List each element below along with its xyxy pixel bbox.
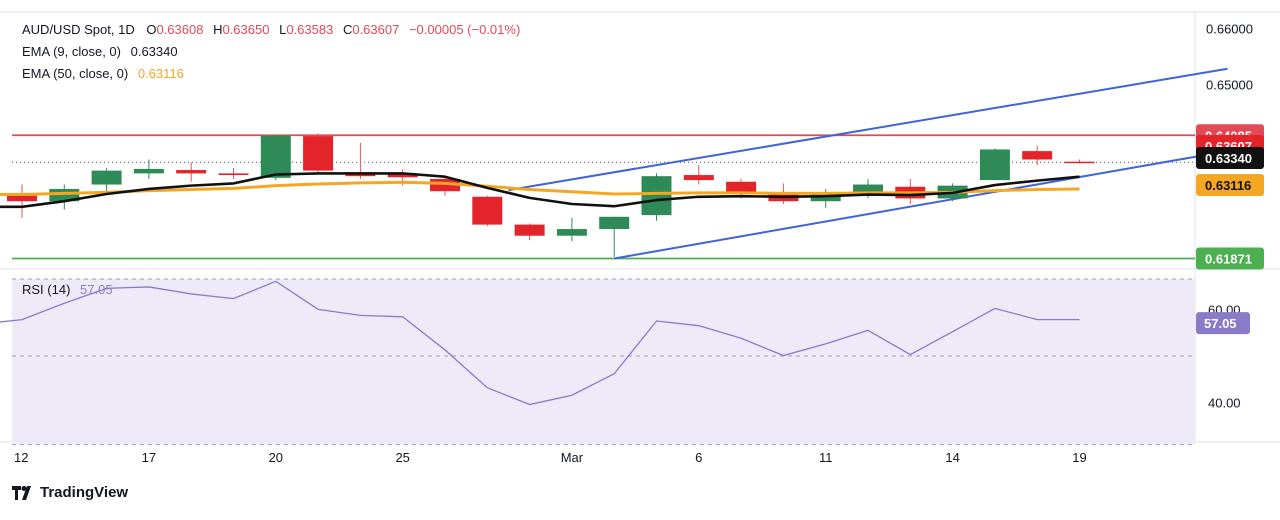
ema9-label: EMA (9, close, 0) bbox=[22, 44, 121, 59]
ema50-label: EMA (50, close, 0) bbox=[22, 66, 129, 81]
candle-down bbox=[7, 195, 37, 202]
price-badge bbox=[1196, 147, 1264, 169]
candle-up bbox=[260, 135, 291, 178]
low-label: L bbox=[279, 22, 287, 37]
price-badge-label: 0.63116 bbox=[1205, 178, 1251, 193]
rsi-label: RSI (14) bbox=[22, 282, 71, 297]
price-badge bbox=[1196, 174, 1264, 196]
brand-label: TradingView bbox=[40, 484, 129, 501]
time-axis-label: 14 bbox=[945, 450, 959, 465]
ema50-line bbox=[0, 180, 1080, 197]
candle-down bbox=[176, 170, 207, 174]
symbol-label: AUD/USD Spot, 1D bbox=[22, 22, 135, 37]
candle-up bbox=[641, 176, 672, 216]
candle-down bbox=[218, 173, 249, 176]
open-value: 0.63608 bbox=[156, 22, 204, 37]
rsi-value: 57.05 bbox=[80, 282, 113, 297]
tradingview-logo[interactable]: TradingView bbox=[12, 484, 128, 501]
ema50-value: 0.63116 bbox=[137, 66, 184, 81]
price-badge-label: 0.61871 bbox=[1205, 251, 1252, 266]
change-value: −0.00005 (−0.01%) bbox=[408, 22, 521, 37]
ema9-value: 0.63340 bbox=[130, 44, 178, 59]
trend-channel-upper bbox=[508, 67, 1228, 192]
candle-down bbox=[683, 175, 714, 181]
price-axis-label: 0.65000 bbox=[1206, 77, 1253, 92]
rsi-line bbox=[0, 280, 1080, 406]
time-axis-label: 20 bbox=[269, 450, 283, 465]
open-label: O bbox=[146, 22, 157, 37]
tradingview-icon bbox=[12, 485, 31, 500]
candle-up bbox=[91, 170, 122, 185]
time-axis-label: 19 bbox=[1072, 450, 1086, 465]
ema50-legend: EMA (50, close, 0) 0.63116 bbox=[22, 66, 184, 81]
time-axis-label: 11 bbox=[819, 450, 833, 465]
candle-down bbox=[1064, 161, 1095, 164]
time-axis-label: 6 bbox=[695, 450, 702, 465]
time-axis-label: Mar bbox=[561, 450, 584, 465]
candle-down bbox=[726, 181, 757, 193]
rsi-axis-label: 40.00 bbox=[1208, 396, 1241, 411]
rsi-legend: RSI (14) 57.05 bbox=[22, 282, 113, 297]
rsi-badge-label: 57.05 bbox=[1204, 316, 1237, 331]
candle-up bbox=[853, 184, 883, 193]
candle-down bbox=[1022, 151, 1053, 160]
candle-up bbox=[133, 168, 164, 174]
rsi-band bbox=[12, 279, 1195, 445]
candle-down bbox=[514, 224, 545, 236]
candle-up bbox=[979, 149, 1010, 181]
high-value: 0.63650 bbox=[222, 22, 270, 37]
ohlc-legend: AUD/USD Spot, 1D O0.63608 H0.63650 L0.63… bbox=[22, 22, 520, 37]
price-axis-label: 0.66000 bbox=[1206, 22, 1253, 37]
close-label: C bbox=[342, 22, 353, 37]
candle-down bbox=[387, 174, 418, 178]
candle-down bbox=[303, 136, 334, 171]
close-value: 0.63607 bbox=[352, 22, 400, 37]
rsi-badge bbox=[1196, 312, 1250, 335]
candle-down bbox=[472, 196, 503, 225]
time-axis-label: 17 bbox=[142, 450, 156, 465]
candle-up bbox=[599, 216, 630, 230]
low-value: 0.63583 bbox=[286, 22, 334, 37]
high-label: H bbox=[213, 22, 223, 37]
time-axis-label: 12 bbox=[14, 450, 28, 465]
trend-channel-lower bbox=[614, 150, 1228, 260]
time-axis-label: 25 bbox=[395, 450, 409, 465]
candle-up bbox=[556, 229, 587, 236]
ema9-legend: EMA (9, close, 0) 0.63340 bbox=[22, 44, 178, 59]
price-badge-label: 0.63340 bbox=[1205, 151, 1252, 166]
price-badge bbox=[1196, 247, 1264, 270]
ema9-line bbox=[0, 172, 1080, 209]
